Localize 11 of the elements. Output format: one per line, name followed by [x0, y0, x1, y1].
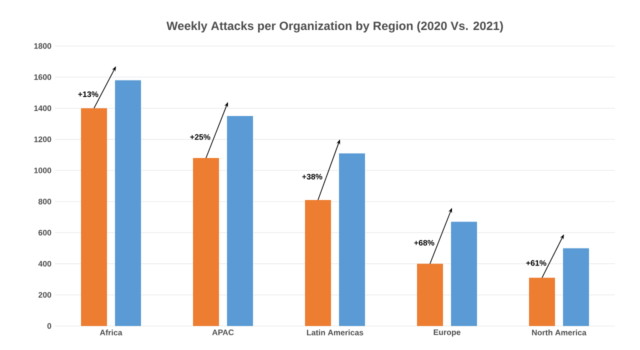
bar: [339, 153, 366, 326]
bar: [305, 200, 332, 326]
bar: [115, 80, 142, 326]
bar: [563, 248, 590, 326]
bar: [451, 222, 478, 326]
bar: [81, 108, 108, 326]
bar: [227, 116, 254, 326]
bar: [529, 278, 556, 326]
chart-title: Weekly Attacks per Organization by Region (2020 Vs. 2021): [166, 21, 503, 32]
bar: [417, 264, 444, 326]
bar: [193, 158, 220, 326]
